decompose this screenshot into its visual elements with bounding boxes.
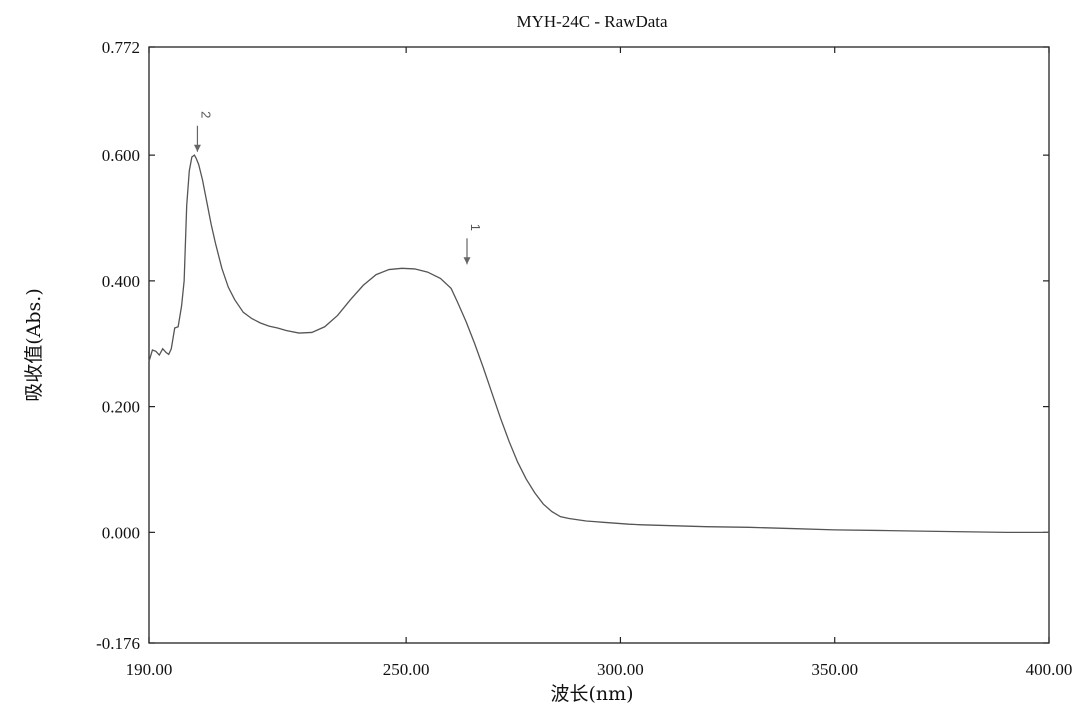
plot-frame xyxy=(148,46,1050,644)
peak-marker-2: 2 xyxy=(193,111,213,152)
peak-arrow-icon xyxy=(463,257,471,265)
peak-label: 1 xyxy=(468,224,483,231)
x-tick-label: 250.00 xyxy=(383,660,430,679)
y-tick-label: 0.772 xyxy=(102,38,140,57)
y-tick-label: 0.000 xyxy=(102,523,140,542)
y-tick-label: 0.400 xyxy=(102,272,140,291)
y-axis: -0.176 0.000 0.200 0.400 0.600 0.772 xyxy=(96,38,1049,653)
x-tick-label: 350.00 xyxy=(811,660,858,679)
chart-title: MYH-24C - RawData xyxy=(516,12,668,31)
y-tick-label: 0.200 xyxy=(102,398,140,417)
x-tick-label: 300.00 xyxy=(597,660,644,679)
peak-label: 2 xyxy=(198,111,213,118)
x-axis-label: 波长(nm) xyxy=(550,683,633,705)
x-tick-label: 190.00 xyxy=(126,660,173,679)
spectrum-line xyxy=(148,154,1049,533)
y-tick-label: 0.600 xyxy=(102,146,140,165)
peak-arrow-icon xyxy=(193,144,201,152)
x-tick-label: 400.00 xyxy=(1026,660,1073,679)
peak-annotations: 12 xyxy=(193,111,483,265)
peak-marker-1: 1 xyxy=(463,224,483,265)
plot-area xyxy=(148,46,1050,644)
x-axis: 190.00 250.00 300.00 350.00 400.00 xyxy=(126,47,1073,679)
y-tick-label: -0.176 xyxy=(96,634,140,653)
y-axis-label: 吸收值(Abs.) xyxy=(23,288,45,402)
